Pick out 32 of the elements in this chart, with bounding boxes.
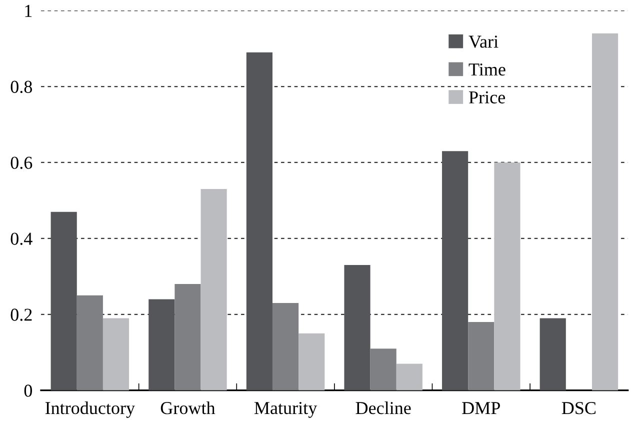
x-tick-label: Decline bbox=[356, 401, 411, 414]
legend-label: Price bbox=[469, 91, 505, 104]
x-tick-label: DMP bbox=[462, 402, 500, 414]
bar bbox=[344, 265, 370, 390]
x-tick-label: Maturity bbox=[254, 402, 318, 418]
bar bbox=[76, 295, 103, 390]
bar bbox=[468, 322, 494, 390]
bar bbox=[174, 284, 201, 390]
bar bbox=[298, 333, 325, 390]
x-tick-label: DSC bbox=[562, 402, 596, 414]
bar bbox=[148, 299, 175, 390]
bar bbox=[370, 348, 396, 390]
bar bbox=[200, 189, 227, 390]
legend-label: Time bbox=[468, 63, 506, 76]
legend-label: Vari bbox=[468, 36, 498, 48]
bar bbox=[494, 162, 520, 390]
bar bbox=[540, 318, 566, 390]
x-tick-label: Growth bbox=[160, 401, 216, 414]
bar bbox=[272, 302, 299, 390]
y-tick-label: 1 bbox=[25, 4, 32, 17]
bar bbox=[102, 318, 130, 390]
y-tick-label: 0.4 bbox=[10, 232, 32, 245]
y-tick-label: 0.2 bbox=[10, 308, 32, 321]
bar bbox=[50, 212, 77, 390]
bar bbox=[246, 52, 272, 390]
y-tick-label: 0.6 bbox=[10, 156, 32, 169]
y-tick-label: 0 bbox=[24, 384, 32, 397]
x-tick-label: Introductory bbox=[45, 401, 135, 418]
bar bbox=[442, 151, 468, 390]
bar bbox=[396, 364, 422, 390]
bar bbox=[592, 33, 618, 390]
y-tick-label: 0.8 bbox=[10, 80, 32, 94]
